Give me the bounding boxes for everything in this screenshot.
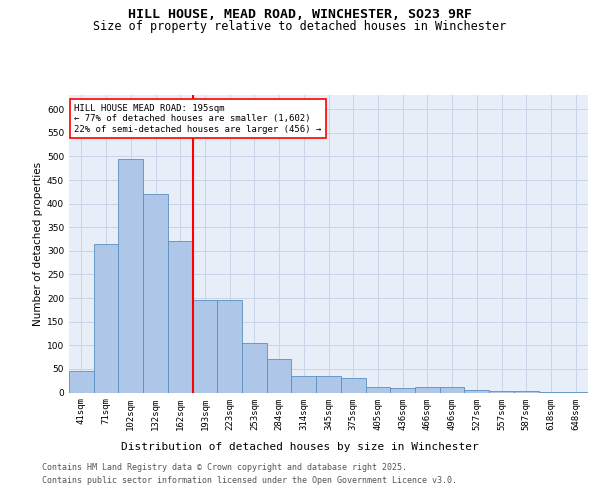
Y-axis label: Number of detached properties: Number of detached properties	[33, 162, 43, 326]
Text: Distribution of detached houses by size in Winchester: Distribution of detached houses by size …	[121, 442, 479, 452]
Text: Contains public sector information licensed under the Open Government Licence v3: Contains public sector information licen…	[42, 476, 457, 485]
Bar	[514, 391, 539, 392]
Bar	[365, 387, 390, 392]
Bar	[267, 360, 292, 392]
Text: HILL HOUSE MEAD ROAD: 195sqm
← 77% of detached houses are smaller (1,602)
22% of: HILL HOUSE MEAD ROAD: 195sqm ← 77% of de…	[74, 104, 322, 134]
Bar	[217, 300, 242, 392]
Text: Contains HM Land Registry data © Crown copyright and database right 2025.: Contains HM Land Registry data © Crown c…	[42, 464, 407, 472]
Bar	[193, 300, 217, 392]
Bar	[168, 242, 193, 392]
Bar	[440, 387, 464, 392]
Bar	[464, 390, 489, 392]
Bar	[341, 378, 365, 392]
Bar	[489, 391, 514, 392]
Bar	[390, 388, 415, 392]
Bar	[415, 387, 440, 392]
Bar	[316, 376, 341, 392]
Text: HILL HOUSE, MEAD ROAD, WINCHESTER, SO23 9RF: HILL HOUSE, MEAD ROAD, WINCHESTER, SO23 …	[128, 8, 472, 20]
Bar	[69, 371, 94, 392]
Bar	[292, 376, 316, 392]
Text: Size of property relative to detached houses in Winchester: Size of property relative to detached ho…	[94, 20, 506, 33]
Bar	[94, 244, 118, 392]
Bar	[118, 159, 143, 392]
Bar	[143, 194, 168, 392]
Bar	[242, 343, 267, 392]
